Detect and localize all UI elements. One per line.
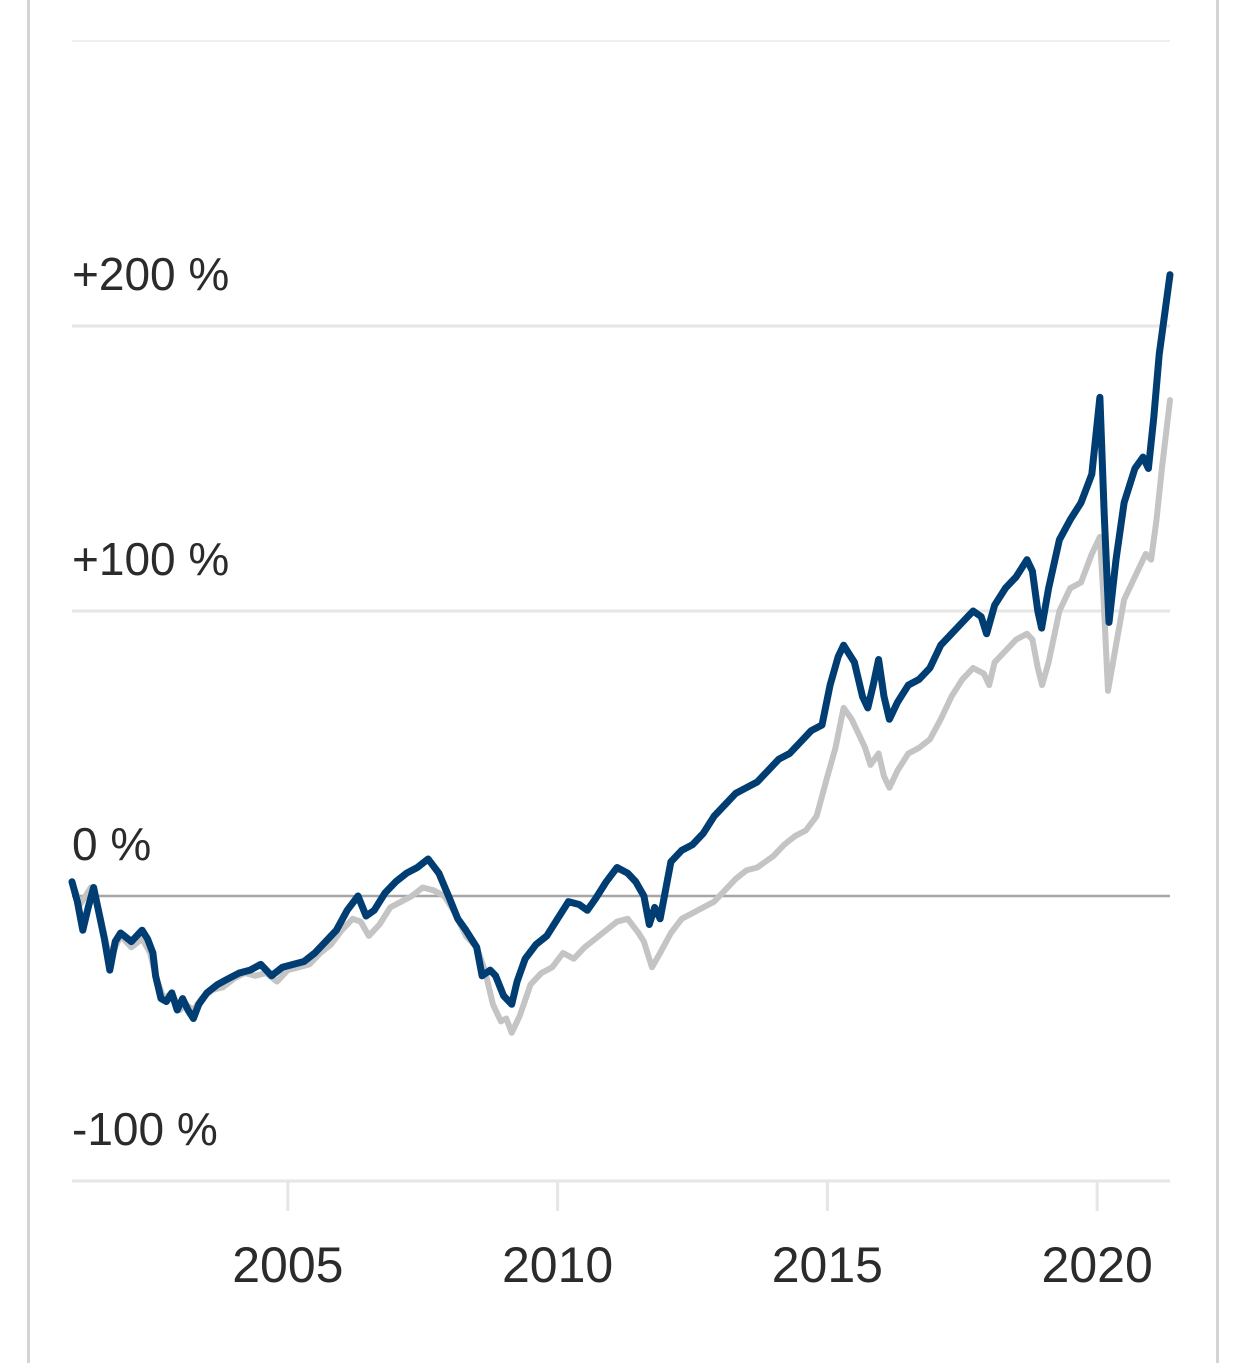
x-tick-label: 2020 — [1042, 1237, 1153, 1293]
left-frame-border — [27, 0, 30, 1363]
y-tick-label: -100 % — [72, 1103, 218, 1155]
x-tick-label: 2015 — [772, 1237, 883, 1293]
x-tick-label: 2010 — [502, 1237, 613, 1293]
series-line-1 — [69, 397, 1173, 1036]
x-tick-label: 2005 — [232, 1237, 343, 1293]
y-tick-label: +100 % — [72, 533, 229, 585]
right-frame-border — [1216, 0, 1219, 1363]
y-tick-label: 0 % — [72, 818, 151, 870]
y-tick-label: +200 % — [72, 248, 229, 300]
series-line-2 — [68, 271, 1174, 1022]
